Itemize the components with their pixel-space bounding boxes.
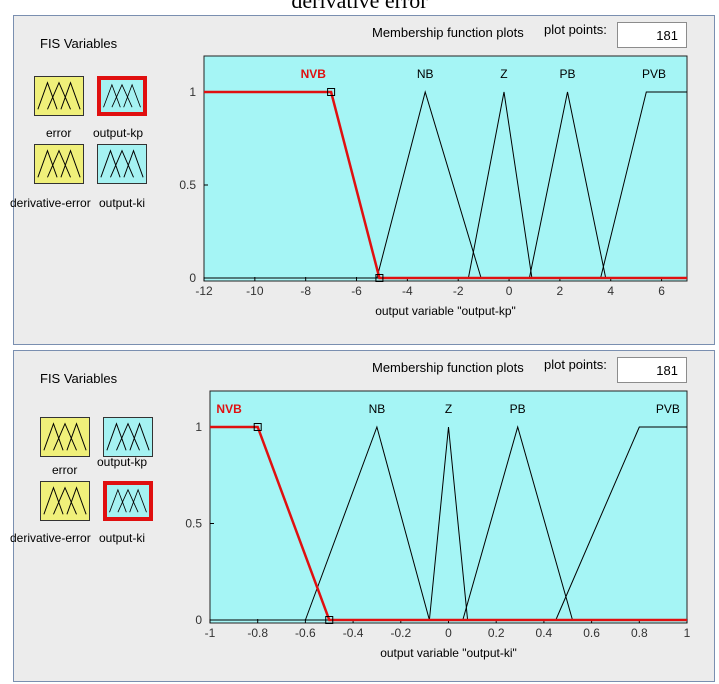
- mf-handle: [325, 616, 334, 624]
- var-label-output-kp: output-kp: [93, 126, 144, 140]
- plot-points-label: plot points:: [544, 357, 607, 372]
- mf-curve-nvb: [210, 425, 687, 622]
- mf-label-nvb: NVB: [216, 402, 242, 416]
- y-tick-label: 0: [189, 271, 196, 285]
- var-icon-output-ki[interactable]: [97, 144, 147, 184]
- mf-label-pb: PB: [560, 67, 576, 81]
- var-label-output-ki: output-ki: [99, 531, 146, 545]
- var-icon-output-ki[interactable]: [103, 481, 153, 521]
- mf-label-z: Z: [500, 67, 507, 81]
- mf-label-nb: NB: [417, 67, 434, 81]
- plot-area: [203, 55, 688, 282]
- x-tick-label: -0.8: [247, 626, 268, 640]
- fis-editor-panel-kp: FIS Variables error output-kp derivative…: [10, 15, 716, 346]
- y-tick-label: 1: [189, 85, 196, 99]
- x-tick-label: 2: [557, 284, 564, 298]
- plot-points-input[interactable]: 181: [617, 22, 687, 48]
- x-tick-label: 4: [607, 284, 614, 298]
- mf-curve-z: [467, 91, 533, 279]
- x-tick-label: -8: [300, 284, 311, 298]
- var-icon-output-kp[interactable]: [103, 417, 153, 457]
- x-tick-label: 6: [658, 284, 665, 298]
- mf-plot-kp[interactable]: -12 -10 -8 -6 -4 -2 0 2 4 6 0 0.5 1 NB Z PB PVB NVB output…: [14, 16, 716, 346]
- mf-curve-pb: [528, 91, 607, 279]
- plot-points-input[interactable]: 181: [617, 357, 687, 383]
- var-icon-derivative-error[interactable]: [40, 481, 90, 521]
- caption: derivative error: [291, 0, 428, 13]
- mf-label-z: Z: [445, 402, 452, 416]
- x-tick-label: 0.8: [631, 626, 648, 640]
- x-axis-label: output variable "output-kp": [375, 304, 516, 318]
- mf-curve-nb: [304, 425, 430, 621]
- var-icon-derivative-error[interactable]: [34, 144, 84, 184]
- fis-variables-title: FIS Variables: [40, 371, 118, 386]
- x-tick-label: 0.6: [583, 626, 600, 640]
- plot-points-label: plot points:: [544, 22, 607, 37]
- mf-curve-z: [428, 426, 469, 621]
- mf-plot-title: Membership function plots: [372, 25, 524, 40]
- mf-label-pb: PB: [510, 402, 526, 416]
- x-tick-label: -0.4: [343, 626, 364, 640]
- mf-curve-pvb: [600, 91, 687, 279]
- var-label-derivative-error: derivative-error: [10, 531, 91, 545]
- x-tick-label: -1: [205, 626, 216, 640]
- mf-label-nb: NB: [369, 402, 386, 416]
- x-tick-label: -0.6: [295, 626, 316, 640]
- mf-label-nvb: NVB: [301, 67, 327, 81]
- x-tick-label: 0: [506, 284, 513, 298]
- x-tick-label: 0.2: [488, 626, 505, 640]
- y-tick-label: 1: [195, 420, 202, 434]
- mf-handle: [375, 274, 384, 282]
- mf-plot-ki[interactable]: -1 -0.8 -0.6 -0.4 -0.2 0 0.2 0.4 0.6 0.8 1 0 0.5 1 NB Z…: [14, 351, 716, 683]
- y-tick-label: 0.5: [185, 517, 202, 531]
- var-icon-error[interactable]: [40, 417, 90, 457]
- var-label-error: error: [46, 126, 72, 140]
- mf-label-pvb: PVB: [642, 67, 666, 81]
- fis-variables-title: FIS Variables: [40, 36, 118, 51]
- mf-label-pvb: PVB: [656, 402, 680, 416]
- mf-handle: [327, 88, 336, 96]
- var-icon-output-kp[interactable]: [97, 76, 147, 116]
- mf-handle: [253, 423, 262, 431]
- x-tick-label: -2: [453, 284, 464, 298]
- mf-curve-nvb: [204, 90, 687, 280]
- mf-curve-nb: [376, 90, 482, 279]
- mf-curve-pb: [462, 425, 573, 621]
- plot-area: [209, 390, 688, 624]
- x-tick-label: 0.4: [536, 626, 553, 640]
- x-tick-label: -12: [195, 284, 213, 298]
- x-tick-label: 1: [684, 626, 691, 640]
- var-label-error: error: [52, 463, 78, 477]
- var-label-output-kp: output-kp: [97, 455, 148, 469]
- var-label-output-ki: output-ki: [99, 196, 146, 210]
- fis-editor-panel-ki: FIS Variables error output-kp derivative…: [10, 350, 716, 683]
- mf-plot-title: Membership function plots: [372, 360, 524, 375]
- y-tick-label: 0.5: [179, 178, 196, 192]
- x-tick-label: -0.2: [390, 626, 411, 640]
- var-label-derivative-error: derivative-error: [10, 196, 91, 210]
- x-tick-label: -6: [351, 284, 362, 298]
- var-icon-error[interactable]: [34, 76, 84, 116]
- x-axis-label: output variable "output-ki": [380, 646, 517, 660]
- x-tick-label: -4: [402, 284, 413, 298]
- x-tick-label: -10: [246, 284, 264, 298]
- x-tick-label: 0: [445, 626, 452, 640]
- mf-curve-pvb: [555, 426, 687, 621]
- y-tick-label: 0: [195, 613, 202, 627]
